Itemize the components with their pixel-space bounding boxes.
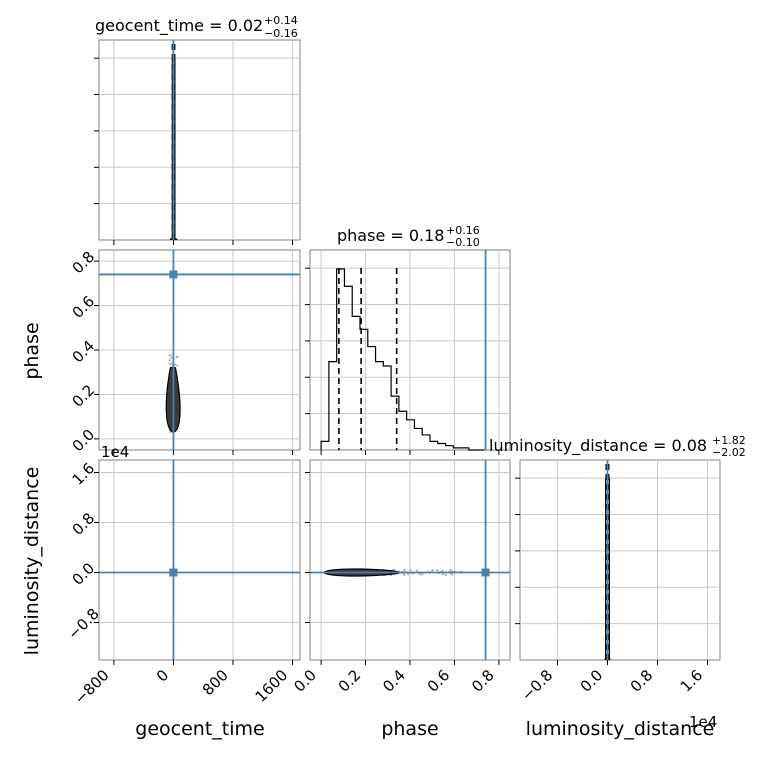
scatter-point-gt-phase-44 [170, 356, 173, 359]
scatter-point-phase-dl-28 [418, 573, 422, 576]
scatter-point-phase-dl-29 [421, 573, 424, 576]
panel-contents [165, 44, 611, 660]
title-luminosity-distance-minus: −2.02 [712, 446, 746, 459]
scatter-point-phase-dl-38 [441, 573, 445, 576]
scatter-point-gt-phase-65 [169, 431, 172, 434]
title-geocent-time-minus: −0.16 [264, 27, 298, 40]
scatter-point-phase-dl-61 [409, 568, 412, 571]
scatter-point-phase-dl-47 [451, 573, 454, 576]
panel-frame-geocent_time-luminosity_distance [98, 459, 301, 661]
x-axis-label-phase: phase [381, 718, 438, 740]
x-axis-label-luminosity-distance: luminosity_distance [526, 718, 715, 740]
title-luminosity-distance-main: luminosity_distance = 0.08 [489, 436, 707, 456]
scatter-point-gt-phase-21 [168, 359, 171, 362]
y-axis-label-phase: phase [21, 322, 43, 379]
scatter-point-gt-phase-38 [176, 364, 179, 367]
scatter-point-gt-phase-37 [175, 355, 178, 359]
scatter-point-phase-dl-77 [431, 569, 434, 572]
scatter-point-phase-dl-56 [449, 568, 452, 572]
x-axis-label-geocent-time: geocent_time [135, 718, 264, 740]
panel-frame-luminosity_distance-hist [519, 459, 721, 661]
panel-frame-geocent_time-hist [98, 39, 301, 241]
scatter-point-phase-dl-19 [415, 569, 419, 572]
scatter-point-gt-phase-47 [168, 354, 171, 357]
scatter-point-phase-dl-27 [393, 568, 396, 571]
title-luminosity-distance: luminosity_distance = 0.08 +1.82 −2.02 [489, 434, 746, 459]
scatter-point-phase-dl-89 [407, 573, 410, 576]
scatter-point-phase-dl-18 [403, 568, 406, 571]
title-phase-main: phase = 0.18 [337, 226, 444, 245]
scatter-point-phase-dl-51 [444, 574, 447, 577]
scatter-point-gt-phase-22 [170, 362, 173, 365]
truth-marker-phase-luminosity-distance [481, 568, 490, 577]
title-phase-minus: −0.10 [446, 236, 480, 249]
truth-marker-geocent-time-luminosity-distance [169, 568, 178, 577]
hist-phase [320, 268, 485, 451]
y-offset-label-luminosity-distance: 1e4 [101, 443, 129, 461]
title-phase-plus: +0.16 [446, 224, 480, 237]
y-axis-label-luminosity-distance: luminosity_distance [21, 467, 43, 656]
truth-lines [99, 40, 609, 660]
title-phase: phase = 0.18 +0.16 −0.10 [337, 224, 480, 249]
x-offset-label-luminosity-distance: 1e4 [689, 713, 717, 731]
title-geocent-time: geocent_time = 0.02 +0.14 −0.16 [95, 14, 298, 40]
title-luminosity-distance-plus: +1.82 [712, 434, 746, 447]
title-geocent-time-main: geocent_time = 0.02 [95, 16, 263, 36]
title-geocent-time-plus: +0.14 [264, 14, 298, 27]
truth-marker-geocent-time-phase [169, 270, 178, 279]
scatter-point-phase-dl-85 [403, 573, 406, 577]
